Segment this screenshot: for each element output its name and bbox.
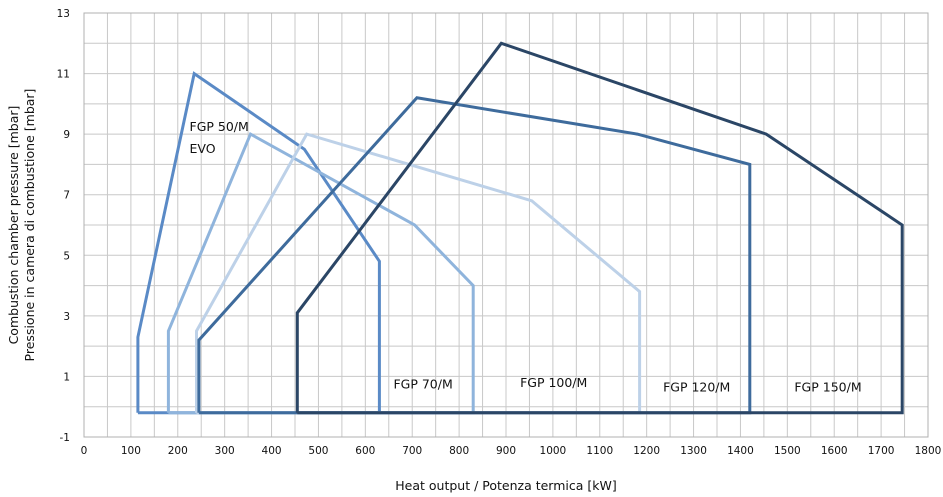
series-line-fgp-100-m: [195, 132, 642, 415]
series-group: [136, 41, 904, 415]
x-tick-label: 1300: [680, 445, 707, 457]
x-tick-label: 1800: [915, 445, 942, 457]
x-tick-label: 700: [402, 445, 422, 457]
y-tick-label: 11: [57, 69, 70, 81]
series-annotation: EVO: [190, 141, 216, 156]
x-tick-label: 1700: [868, 445, 895, 457]
x-tick-label: 100: [121, 445, 141, 457]
x-tick-label: 500: [308, 445, 328, 457]
x-tick-label: 0: [81, 445, 88, 457]
y-tick-label: 3: [63, 311, 70, 323]
series-annotation: FGP 50/M: [190, 119, 249, 134]
plot-area: [83, 12, 929, 438]
x-tick-label: 1500: [774, 445, 801, 457]
x-tick-label: 300: [215, 445, 235, 457]
y-axis-label: Combustion chamber pressure [mbar] Press…: [6, 89, 37, 362]
x-tick-label: 1200: [633, 445, 660, 457]
series-line-fgp-150-m: [295, 41, 904, 415]
series-line-fgp-50-m-evo: [136, 71, 381, 415]
x-tick-label: 1000: [540, 445, 567, 457]
series-annotation: FGP 150/M: [794, 380, 861, 395]
series-annotation: FGP 100/M: [520, 375, 587, 390]
x-axis-ticks: 0 100 200 300 400 500 600 700 800 900 1000 1100 1200…: [81, 445, 942, 457]
y-tick-label: 9: [63, 129, 70, 141]
series-annotation: FGP 120/M: [663, 380, 730, 395]
x-tick-label: 400: [262, 445, 282, 457]
series-annotations: FGP 50/M EVO FGP 70/M FGP 100/M FGP 120/M FGP…: [190, 119, 862, 394]
x-tick-label: 900: [496, 445, 516, 457]
grid: [84, 13, 928, 437]
y-axis-label-line-2: Pressione in camera di combustione [mbar…: [22, 89, 37, 362]
series-annotation: FGP 70/M: [393, 377, 452, 392]
y-tick-label: 13: [57, 8, 70, 20]
x-tick-label: 800: [449, 445, 469, 457]
y-tick-label: -1: [60, 432, 70, 444]
x-tick-label: 1600: [821, 445, 848, 457]
x-tick-label: 1400: [727, 445, 754, 457]
y-axis-label-line-1: Combustion chamber pressure [mbar]: [6, 106, 21, 345]
y-tick-label: 7: [63, 190, 70, 202]
x-tick-label: 1100: [586, 445, 613, 457]
y-tick-label: 1: [63, 371, 70, 383]
x-axis-label: Heat output / Potenza termica [kW]: [395, 478, 616, 493]
y-tick-label: 5: [63, 250, 70, 262]
x-tick-label: 600: [355, 445, 375, 457]
x-tick-label: 200: [168, 445, 188, 457]
